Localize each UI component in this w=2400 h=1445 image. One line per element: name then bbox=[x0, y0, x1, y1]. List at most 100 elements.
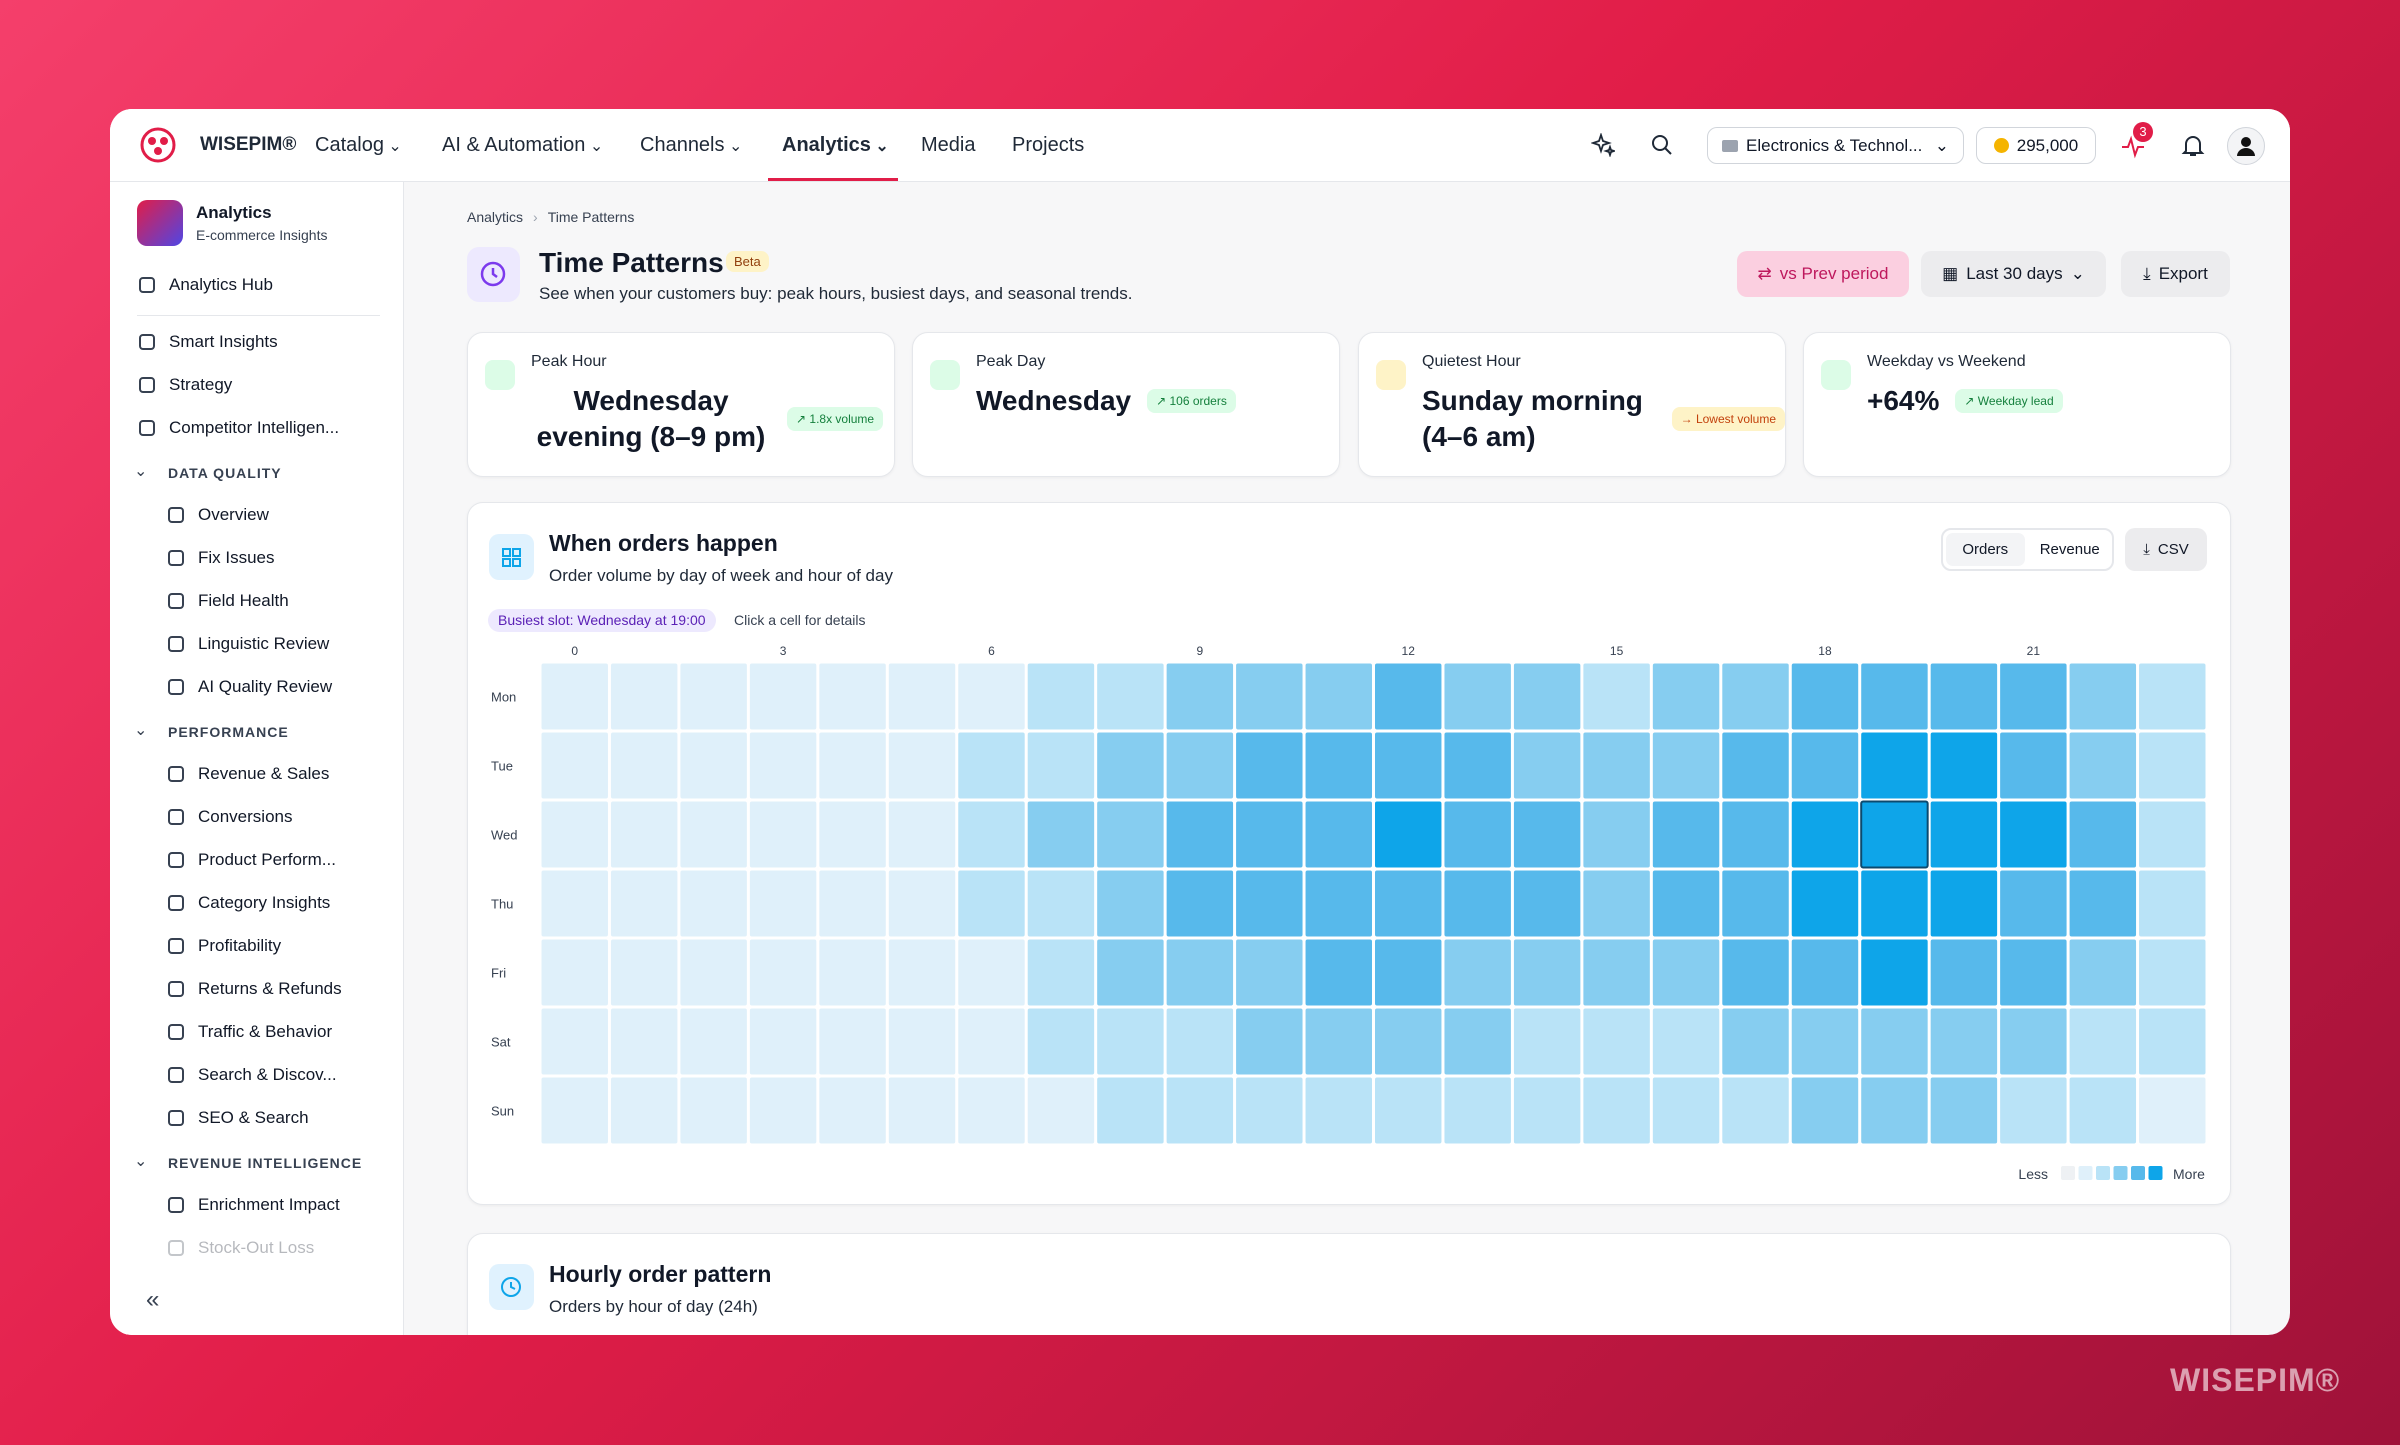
heatmap-cell[interactable] bbox=[749, 801, 817, 868]
heatmap-cell[interactable] bbox=[2069, 801, 2137, 868]
heatmap-cell[interactable] bbox=[1722, 801, 1789, 868]
heatmap-cell[interactable] bbox=[1860, 800, 1929, 869]
heatmap-cell[interactable] bbox=[1861, 870, 1928, 937]
heatmap-cell[interactable] bbox=[1166, 1077, 1234, 1144]
heatmap-cell[interactable] bbox=[958, 870, 1025, 937]
heatmap-cell[interactable] bbox=[1513, 1008, 1581, 1075]
heatmap-cell[interactable] bbox=[610, 1008, 678, 1075]
heatmap-cell[interactable] bbox=[1513, 1077, 1581, 1144]
heatmap-cell[interactable] bbox=[888, 801, 956, 868]
heatmap-cell[interactable] bbox=[680, 1077, 747, 1144]
heatmap-cell[interactable] bbox=[1027, 663, 1095, 730]
heatmap-cell[interactable] bbox=[1097, 1077, 1164, 1144]
heatmap-cell[interactable] bbox=[1722, 663, 1789, 730]
heatmap-cell[interactable] bbox=[1583, 870, 1650, 937]
heatmap-cell[interactable] bbox=[1583, 939, 1650, 1006]
heatmap-cell[interactable] bbox=[1652, 663, 1720, 730]
nav-link[interactable]: Field Health bbox=[198, 591, 289, 610]
heatmap-cell[interactable] bbox=[1652, 1077, 1720, 1144]
heatmap-cell[interactable] bbox=[1791, 1077, 1859, 1144]
compare-button[interactable]: ⇄ vs Prev period bbox=[1737, 251, 1909, 297]
heatmap-cell[interactable] bbox=[1444, 1077, 1511, 1144]
nav-item[interactable]: Catalog ⌄ bbox=[315, 134, 402, 156]
nav-link[interactable]: Returns & Refunds bbox=[198, 979, 342, 998]
heatmap-cell[interactable] bbox=[958, 732, 1025, 799]
heatmap-cell[interactable] bbox=[1305, 732, 1372, 799]
heatmap-cell[interactable] bbox=[2000, 1077, 2067, 1144]
heatmap-cell[interactable] bbox=[1652, 870, 1720, 937]
heatmap-cell[interactable] bbox=[610, 663, 678, 730]
heatmap-cell[interactable] bbox=[819, 1008, 886, 1075]
range-button[interactable]: ▦ Last 30 days ⌄ bbox=[1921, 251, 2106, 297]
heatmap-cell[interactable] bbox=[1513, 801, 1581, 868]
heatmap-cell[interactable] bbox=[1930, 939, 1998, 1006]
nav-link[interactable]: AI Quality Review bbox=[198, 677, 333, 696]
heatmap-cell[interactable] bbox=[1166, 732, 1234, 799]
heatmap-cell[interactable] bbox=[680, 801, 747, 868]
heatmap-cell[interactable] bbox=[541, 801, 608, 868]
heatmap-cell[interactable] bbox=[888, 870, 956, 937]
nav-link[interactable]: Strategy bbox=[169, 375, 233, 394]
nav-link[interactable]: Product Perform... bbox=[198, 850, 336, 869]
heatmap-cell[interactable] bbox=[2069, 870, 2137, 937]
heatmap-cell[interactable] bbox=[1236, 1008, 1303, 1075]
heatmap-cell[interactable] bbox=[819, 732, 886, 799]
heatmap-cell[interactable] bbox=[2000, 732, 2067, 799]
avatar[interactable] bbox=[2227, 127, 2265, 165]
heatmap-cell[interactable] bbox=[1930, 801, 1998, 868]
heatmap-cell[interactable] bbox=[1722, 870, 1789, 937]
heatmap-cell[interactable] bbox=[749, 939, 817, 1006]
heatmap-cell[interactable] bbox=[1930, 663, 1998, 730]
nav-link[interactable]: Conversions bbox=[198, 807, 293, 826]
heatmap-cell[interactable] bbox=[819, 870, 886, 937]
bell-icon[interactable] bbox=[2181, 133, 2205, 159]
heatmap-cell[interactable] bbox=[1166, 870, 1234, 937]
nav-link[interactable]: Search & Discov... bbox=[198, 1065, 337, 1084]
heatmap-cell[interactable] bbox=[541, 1077, 608, 1144]
heatmap-cell[interactable] bbox=[1027, 732, 1095, 799]
collapse-button[interactable]: « bbox=[146, 1286, 160, 1313]
nav-link[interactable]: Traffic & Behavior bbox=[198, 1022, 333, 1041]
heatmap-cell[interactable] bbox=[749, 1008, 817, 1075]
heatmap-cell[interactable] bbox=[1722, 1077, 1789, 1144]
heatmap-cell[interactable] bbox=[1444, 939, 1511, 1006]
heatmap-cell[interactable] bbox=[1375, 801, 1442, 868]
csv-button[interactable]: ⤓ CSV bbox=[2125, 528, 2207, 571]
heatmap-cell[interactable] bbox=[1375, 1077, 1442, 1144]
heatmap-cell[interactable] bbox=[2069, 1008, 2137, 1075]
heatmap-cell[interactable] bbox=[1444, 663, 1511, 730]
heatmap-cell[interactable] bbox=[1166, 801, 1234, 868]
toggle-option[interactable]: Revenue bbox=[2039, 541, 2100, 558]
heatmap-cell[interactable] bbox=[1166, 939, 1234, 1006]
heatmap-cell[interactable] bbox=[2069, 663, 2137, 730]
heatmap-cell[interactable] bbox=[1305, 663, 1372, 730]
heatmap-cell[interactable] bbox=[1305, 1008, 1372, 1075]
workspace-select[interactable]: Electronics & Technol... ⌄ bbox=[1707, 127, 1964, 164]
toggle-option[interactable]: Orders bbox=[1946, 533, 2025, 566]
heatmap-cell[interactable] bbox=[1444, 870, 1511, 937]
heatmap-cell[interactable] bbox=[1583, 732, 1650, 799]
heatmap-cell[interactable] bbox=[1583, 663, 1650, 730]
heatmap-cell[interactable] bbox=[1305, 870, 1372, 937]
heatmap-cell[interactable] bbox=[888, 1008, 956, 1075]
heatmap-cell[interactable] bbox=[1375, 732, 1442, 799]
heatmap-cell[interactable] bbox=[610, 801, 678, 868]
heatmap-cell[interactable] bbox=[1930, 1008, 1998, 1075]
heatmap-cell[interactable] bbox=[1791, 939, 1859, 1006]
heatmap-cell[interactable] bbox=[1791, 1008, 1859, 1075]
heatmap-cell[interactable] bbox=[2000, 1008, 2067, 1075]
heatmap-cell[interactable] bbox=[1027, 939, 1095, 1006]
heatmap-cell[interactable] bbox=[1861, 1077, 1928, 1144]
heatmap-cell[interactable] bbox=[610, 732, 678, 799]
heatmap-cell[interactable] bbox=[1652, 732, 1720, 799]
heatmap-cell[interactable] bbox=[2000, 801, 2067, 868]
heatmap-cell[interactable] bbox=[2139, 1008, 2206, 1075]
heatmap-cell[interactable] bbox=[2139, 801, 2206, 868]
heatmap-cell[interactable] bbox=[1375, 1008, 1442, 1075]
heatmap-cell[interactable] bbox=[1236, 801, 1303, 868]
heatmap-cell[interactable] bbox=[610, 1077, 678, 1144]
heatmap-cell[interactable] bbox=[958, 1008, 1025, 1075]
nav-link[interactable]: Competitor Intelligen... bbox=[169, 418, 340, 437]
heatmap-cell[interactable] bbox=[819, 801, 886, 868]
nav-link[interactable]: Stock-Out Loss bbox=[198, 1238, 315, 1257]
